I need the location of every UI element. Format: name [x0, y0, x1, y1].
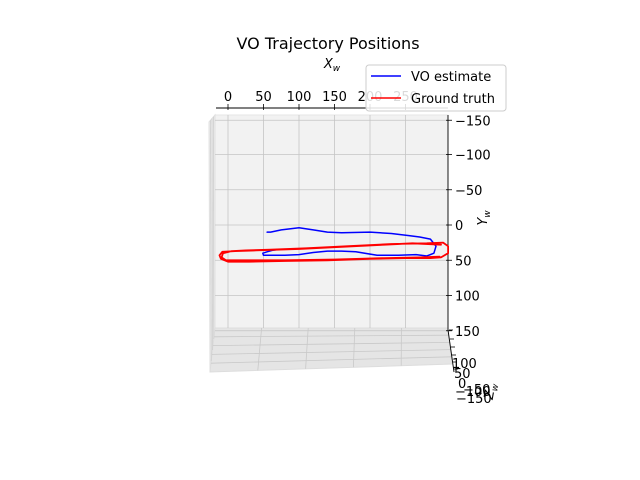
floor-gridline [212, 342, 450, 346]
floor-gridline [211, 349, 451, 355]
y-tick-label: 50 [455, 254, 472, 269]
grid-layer [210, 115, 452, 371]
z-tick-label: −100 [455, 385, 491, 400]
left-pane-gridline [211, 118, 213, 351]
y-tick-label: 0 [455, 219, 463, 234]
chart-title: VO Trajectory Positions [236, 34, 419, 53]
series-line-ground-truth [218, 241, 449, 263]
x-tick-label: 100 [287, 90, 312, 105]
z-axis-line [447, 329, 455, 373]
series-line-vo-estimate [262, 227, 437, 257]
back-pane [214, 114, 449, 329]
y-tick-label: −50 [455, 184, 482, 199]
z-tick-label: 50 [454, 367, 471, 382]
floor-depth-line [353, 327, 356, 368]
legend-label-gt: Ground truth [411, 92, 495, 107]
y-tick-label: −100 [455, 149, 491, 164]
z-tick-label: −150 [456, 392, 492, 407]
x-tick-label: 0 [224, 90, 232, 105]
legend: VO estimate Ground truth [365, 64, 507, 112]
z-tick-label: −50 [463, 383, 490, 398]
x-tick-label: 50 [255, 90, 272, 105]
floor-depth-line [257, 327, 262, 371]
floor-gridline [213, 334, 449, 338]
ticks-layer: 050100150200250−150−100−5005010015010050… [224, 90, 492, 407]
left-pane-gridline [210, 120, 212, 362]
z-tick-label: 100 [452, 357, 477, 372]
y-tick-label: 150 [455, 325, 480, 340]
series-layer [218, 227, 449, 263]
floor-gridline [210, 356, 452, 364]
x-tick-label: 150 [322, 90, 347, 105]
y-tick-label: −150 [455, 114, 491, 129]
legend-label-vo: VO estimate [411, 70, 491, 85]
floor-depth-line [305, 327, 309, 369]
z-tick-label: 0 [458, 377, 466, 392]
y-tick-label: 100 [455, 290, 480, 305]
